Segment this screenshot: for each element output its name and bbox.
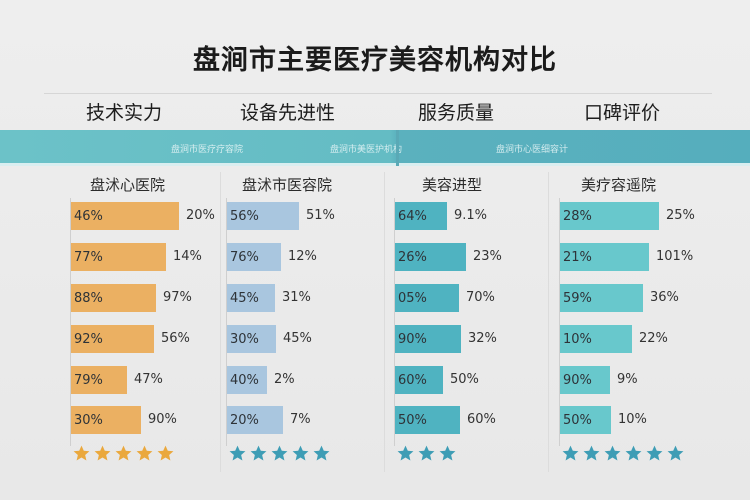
bar-side-value: 50%: [450, 372, 479, 387]
bar: 20%: [227, 406, 283, 434]
star-rating: [228, 444, 331, 467]
bar-side-value: 36%: [650, 290, 679, 305]
star-icon: [249, 444, 268, 467]
bar-side-value: 101%: [656, 249, 694, 264]
star-icon: [270, 444, 289, 467]
bar-side-value: 2%: [274, 372, 295, 387]
bar-side-value: 45%: [283, 331, 312, 346]
bar: 76%: [227, 243, 281, 271]
bar-side-value: 70%: [466, 290, 495, 305]
bar: 26%: [395, 243, 466, 271]
bar: 90%: [395, 325, 461, 353]
bar-axis: [70, 198, 71, 446]
star-icon: [228, 444, 247, 467]
bar: 46%: [71, 202, 179, 230]
column-divider: [548, 172, 549, 472]
star-rating: [396, 444, 457, 467]
bar-side-value: 7%: [290, 412, 311, 427]
bar: 79%: [71, 366, 127, 394]
star-rating: [72, 444, 175, 467]
category-header-row: 技术实力 设备先进性 服务质量 口碑评价: [44, 93, 712, 127]
bar-side-value: 20%: [186, 208, 215, 223]
bar-side-value: 47%: [134, 372, 163, 387]
category-reputation: 口碑评价: [584, 102, 661, 124]
bar: 77%: [71, 243, 166, 271]
bar: 59%: [560, 284, 643, 312]
band-separator: [396, 130, 399, 166]
bar-side-value: 97%: [163, 290, 192, 305]
institution-band: 盘涧市医疗疗容院 盘涧市美医护机构 盘涧市心医细容计: [0, 130, 750, 166]
bar: 60%: [395, 366, 443, 394]
bar: 50%: [395, 406, 460, 434]
chart-column: 盘沭心医院 46% 20% 77% 14% 88% 97% 92% 56% 79% 47% 30% 90…: [70, 172, 220, 472]
bar: 30%: [71, 406, 141, 434]
bar: 05%: [395, 284, 459, 312]
bar: 30%: [227, 325, 276, 353]
institution-name: 美容进型: [422, 176, 483, 194]
institution-name: 盘沭市医容院: [242, 176, 333, 194]
star-icon: [72, 444, 91, 467]
bar-side-value: 31%: [282, 290, 311, 305]
bar: 92%: [71, 325, 154, 353]
column-divider: [384, 172, 385, 472]
bar-side-value: 9%: [617, 372, 638, 387]
bar-axis: [559, 198, 560, 446]
band-label-3: 盘涧市心医细容计: [496, 145, 569, 155]
bar-side-value: 9.1%: [454, 208, 488, 223]
bar-side-value: 12%: [288, 249, 317, 264]
bar-side-value: 14%: [173, 249, 202, 264]
bar: 50%: [560, 406, 611, 434]
star-icon: [603, 444, 622, 467]
star-icon: [624, 444, 643, 467]
star-icon: [114, 444, 133, 467]
bar-side-value: 22%: [639, 331, 668, 346]
chart-column: 美容进型 64% 9.1% 26% 23% 05% 70% 90% 32% 60% 50% 50% 60…: [394, 172, 544, 472]
bar-side-value: 56%: [161, 331, 190, 346]
institution-name: 美疗容遥院: [581, 176, 657, 194]
chart-column: 盘沭市医容院 56% 51% 76% 12% 45% 31% 30% 45% 40% 2% 20% 7%: [226, 172, 376, 472]
star-icon: [396, 444, 415, 467]
bar-axis: [226, 198, 227, 446]
bar: 21%: [560, 243, 649, 271]
category-service-quality: 服务质量: [418, 102, 495, 124]
star-icon: [438, 444, 457, 467]
star-icon: [312, 444, 331, 467]
bar-side-value: 90%: [148, 412, 177, 427]
bar: 88%: [71, 284, 156, 312]
bar-side-value: 51%: [306, 208, 335, 223]
bar: 64%: [395, 202, 447, 230]
institution-name: 盘沭心医院: [90, 176, 166, 194]
star-icon: [666, 444, 685, 467]
bar-side-value: 60%: [467, 412, 496, 427]
chart-column: 美疗容遥院 28% 25% 21% 101% 59% 36% 10% 22% 90% 9% 50% 10…: [559, 172, 719, 472]
star-icon: [135, 444, 154, 467]
bar-side-value: 23%: [473, 249, 502, 264]
bar: 40%: [227, 366, 267, 394]
band-label-1: 盘涧市医疗疗容院: [171, 145, 244, 155]
category-technical-strength: 技术实力: [86, 102, 163, 124]
bar-side-value: 32%: [468, 331, 497, 346]
bar: 10%: [560, 325, 632, 353]
star-icon: [93, 444, 112, 467]
bar-side-value: 25%: [666, 208, 695, 223]
category-equipment: 设备先进性: [240, 102, 336, 124]
bar-axis: [394, 198, 395, 446]
bar: 90%: [560, 366, 610, 394]
star-icon: [156, 444, 175, 467]
star-icon: [645, 444, 664, 467]
band-label-2: 盘涧市美医护机构: [330, 145, 403, 155]
column-divider: [220, 172, 221, 472]
bar: 56%: [227, 202, 299, 230]
star-icon: [582, 444, 601, 467]
bar: 28%: [560, 202, 659, 230]
star-rating: [561, 444, 685, 467]
page-title: 盘涧市主要医疗美容机构对比: [193, 45, 557, 76]
star-icon: [561, 444, 580, 467]
star-icon: [417, 444, 436, 467]
star-icon: [291, 444, 310, 467]
bar-side-value: 10%: [618, 412, 647, 427]
bar: 45%: [227, 284, 275, 312]
